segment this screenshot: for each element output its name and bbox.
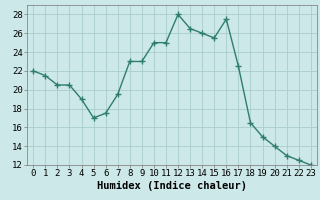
X-axis label: Humidex (Indice chaleur): Humidex (Indice chaleur): [97, 181, 247, 191]
